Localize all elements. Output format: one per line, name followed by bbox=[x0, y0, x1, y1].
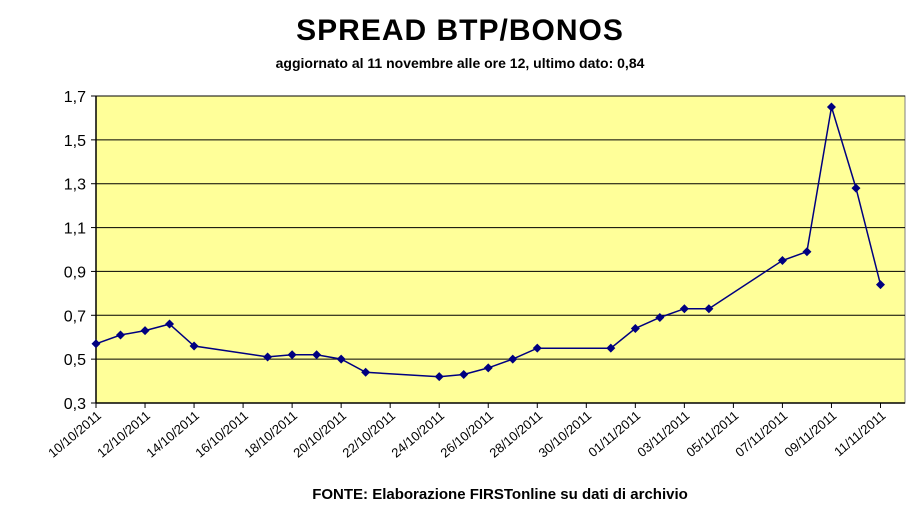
data-point bbox=[532, 343, 542, 353]
x-axis-ticks: 10/10/201112/10/201114/10/201116/10/2011… bbox=[45, 403, 888, 461]
x-tick-label: 20/10/2011 bbox=[290, 408, 349, 461]
y-tick-label: 1,5 bbox=[64, 133, 86, 150]
x-tick-label: 05/11/2011 bbox=[683, 408, 741, 460]
data-point bbox=[312, 350, 322, 360]
y-tick-label: 0,7 bbox=[64, 308, 86, 325]
data-point bbox=[777, 255, 787, 265]
x-tick-label: 18/10/2011 bbox=[241, 408, 300, 461]
y-tick-label: 0,5 bbox=[64, 352, 86, 369]
x-tick-label: 11/11/2011 bbox=[831, 408, 888, 459]
y-tick-label: 1,1 bbox=[64, 221, 86, 238]
data-point bbox=[875, 280, 885, 290]
data-point bbox=[189, 341, 199, 351]
data-point bbox=[851, 183, 861, 193]
data-point bbox=[287, 350, 297, 360]
x-tick-label: 01/11/2011 bbox=[585, 408, 643, 460]
x-tick-label: 26/10/2011 bbox=[437, 408, 496, 461]
data-point bbox=[116, 330, 126, 340]
data-point bbox=[361, 367, 371, 377]
data-point bbox=[336, 354, 346, 364]
y-tick-label: 1,7 bbox=[64, 89, 86, 106]
data-point bbox=[826, 102, 836, 112]
y-tick-label: 0,9 bbox=[64, 264, 86, 281]
x-tick-label: 09/11/2011 bbox=[781, 408, 839, 460]
x-tick-label: 07/11/2011 bbox=[732, 408, 790, 460]
chart-subtitle: aggiornato al 11 novembre alle ore 12, u… bbox=[275, 55, 645, 71]
data-point bbox=[704, 304, 714, 314]
x-tick-label: 28/10/2011 bbox=[486, 408, 545, 461]
data-point bbox=[434, 372, 444, 382]
data-point bbox=[263, 352, 273, 362]
data-point bbox=[165, 319, 175, 329]
series-spread bbox=[91, 102, 885, 382]
data-point bbox=[140, 326, 150, 336]
x-tick-label: 03/11/2011 bbox=[634, 408, 692, 460]
plot-area bbox=[95, 95, 906, 404]
x-tick-label: 10/10/2011 bbox=[45, 408, 104, 461]
data-point bbox=[606, 343, 616, 353]
x-tick-label: 22/10/2011 bbox=[339, 408, 398, 461]
y-tick-label: 1,3 bbox=[64, 177, 86, 194]
data-point bbox=[483, 363, 493, 373]
y-axis-ticks: 0,3 0,5 0,7 0,9 1,1 1,3 1,5 1,7 bbox=[64, 89, 96, 413]
x-tick-label: 16/10/2011 bbox=[192, 408, 251, 461]
chart-footer: FONTE: Elaborazione FIRSTonline su dati … bbox=[312, 486, 688, 503]
x-tick-label: 14/10/2011 bbox=[143, 408, 202, 461]
data-point bbox=[802, 247, 812, 257]
x-tick-label: 24/10/2011 bbox=[388, 408, 447, 461]
x-tick-label: 12/10/2011 bbox=[94, 408, 153, 461]
data-point bbox=[679, 304, 689, 314]
data-point bbox=[459, 369, 469, 379]
data-point bbox=[508, 354, 518, 364]
gridlines bbox=[96, 95, 905, 360]
data-point bbox=[655, 312, 665, 322]
x-tick-label: 30/10/2011 bbox=[535, 408, 594, 461]
y-tick-label: 0,3 bbox=[64, 396, 86, 413]
chart-title: SPREAD BTP/BONOS bbox=[296, 14, 624, 47]
data-point bbox=[91, 339, 101, 349]
data-point bbox=[630, 323, 640, 333]
axes bbox=[95, 96, 905, 404]
